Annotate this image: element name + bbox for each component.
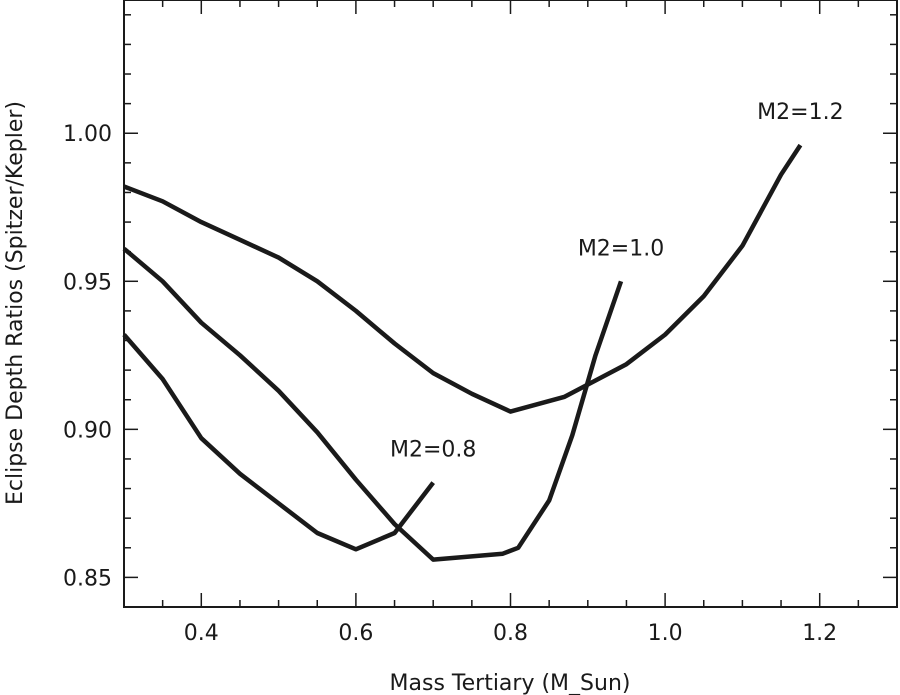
x-tick-label: 1.2 <box>802 621 837 646</box>
y-tick-label: 0.85 <box>63 566 112 591</box>
x-tick-label: 1.0 <box>648 621 683 646</box>
x-axis-label: Mass Tertiary (M_Sun) <box>390 671 631 695</box>
tick-labels: 0.4 0.6 0.8 1.0 1.2 0.85 0.90 0.95 1.00 <box>63 122 837 646</box>
series-line-m2-0-8 <box>122 333 435 552</box>
series-line-m2-1-2 <box>123 143 803 414</box>
series-line-m2-1-0 <box>122 246 624 562</box>
series-label: M2=0.8 <box>390 438 476 463</box>
y-axis-label: Eclipse Depth Ratios (Spitzer/Kepler) <box>3 101 28 505</box>
y-tick-label: 1.00 <box>63 122 112 147</box>
x-tick-label: 0.8 <box>493 621 528 646</box>
series-label: M2=1.0 <box>578 236 664 261</box>
y-tick-label: 0.95 <box>63 270 112 295</box>
series-label: M2=1.2 <box>757 100 843 125</box>
x-tick-label: 0.4 <box>184 621 219 646</box>
series-labels: M2=0.8 M2=1.0 M2=1.2 <box>390 100 844 463</box>
x-tick-label: 0.6 <box>338 621 373 646</box>
tick-marks <box>124 0 897 607</box>
series-lines <box>122 143 803 562</box>
y-tick-label: 0.90 <box>63 418 112 443</box>
plot-frame <box>123 0 898 608</box>
